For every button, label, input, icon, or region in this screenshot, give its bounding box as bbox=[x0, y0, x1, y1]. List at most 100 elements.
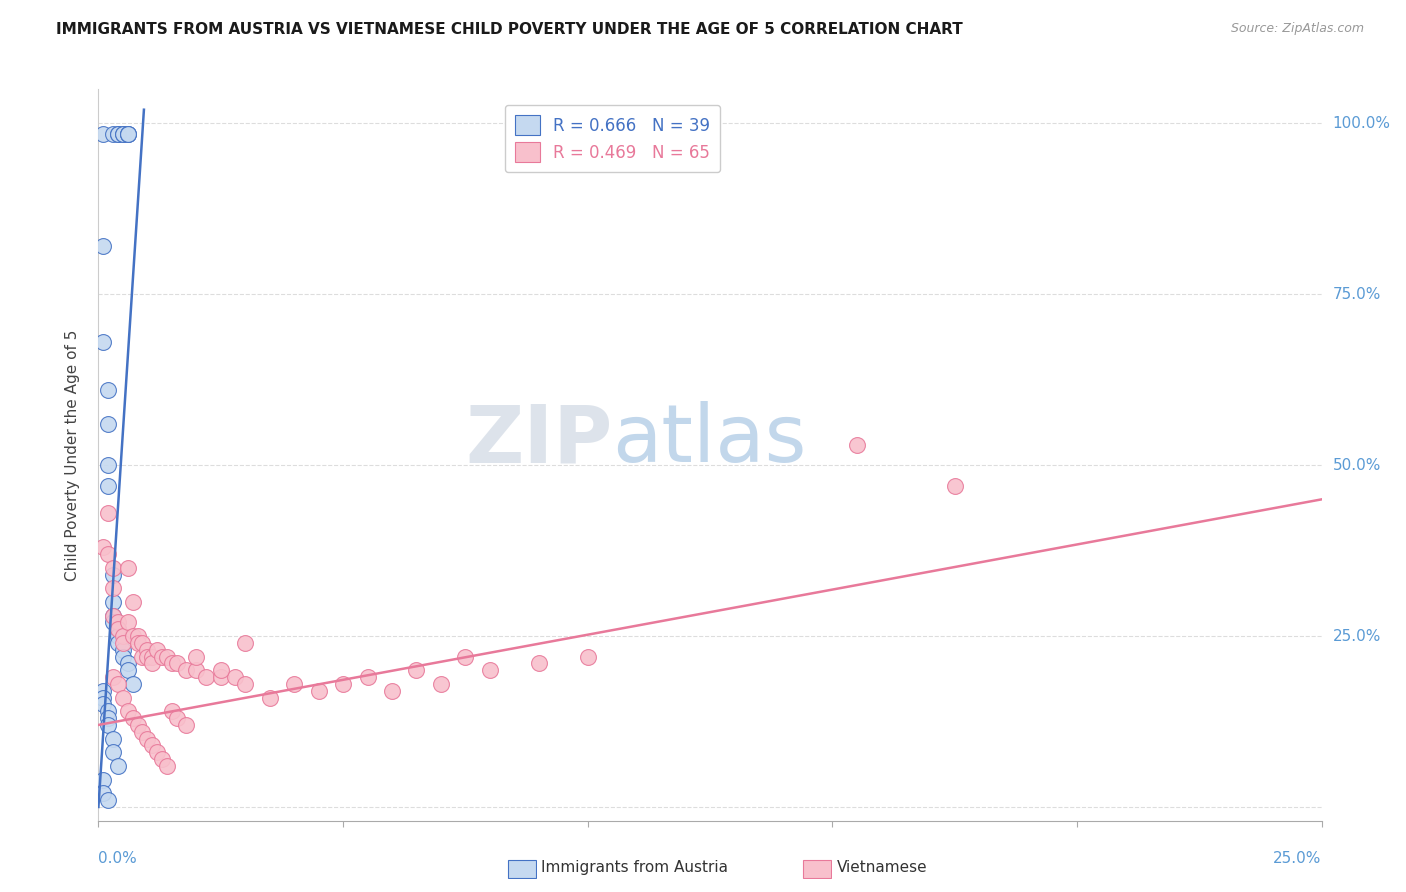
Point bbox=[91, 540, 114, 554]
Point bbox=[127, 636, 149, 650]
Point bbox=[107, 636, 129, 650]
Point bbox=[107, 127, 129, 141]
Point bbox=[107, 622, 129, 636]
Point bbox=[527, 657, 550, 671]
Text: atlas: atlas bbox=[612, 401, 807, 479]
Point bbox=[97, 547, 120, 561]
Point bbox=[101, 608, 124, 623]
Point bbox=[141, 649, 163, 664]
Point bbox=[107, 615, 129, 630]
Point bbox=[136, 642, 159, 657]
Point bbox=[160, 657, 183, 671]
Point bbox=[97, 506, 120, 520]
Point bbox=[91, 690, 114, 705]
Point bbox=[101, 670, 124, 684]
Point bbox=[101, 581, 124, 595]
Point bbox=[91, 786, 114, 800]
Point bbox=[117, 560, 139, 574]
Point bbox=[117, 127, 139, 141]
Point bbox=[121, 711, 143, 725]
Text: Source: ZipAtlas.com: Source: ZipAtlas.com bbox=[1230, 22, 1364, 36]
Point bbox=[430, 677, 453, 691]
Point bbox=[101, 745, 124, 759]
Point bbox=[150, 752, 173, 766]
Point bbox=[117, 127, 139, 141]
Point bbox=[233, 677, 256, 691]
Point bbox=[117, 704, 139, 718]
Point bbox=[97, 704, 120, 718]
Point bbox=[111, 127, 134, 141]
Point bbox=[97, 417, 120, 432]
Text: IMMIGRANTS FROM AUSTRIA VS VIETNAMESE CHILD POVERTY UNDER THE AGE OF 5 CORRELATI: IMMIGRANTS FROM AUSTRIA VS VIETNAMESE CH… bbox=[56, 22, 963, 37]
Point bbox=[101, 560, 124, 574]
Point bbox=[332, 677, 354, 691]
Y-axis label: Child Poverty Under the Age of 5: Child Poverty Under the Age of 5 bbox=[65, 329, 80, 581]
Point bbox=[209, 670, 232, 684]
Point bbox=[121, 677, 143, 691]
Point bbox=[111, 642, 134, 657]
Point bbox=[131, 724, 153, 739]
Point bbox=[308, 683, 330, 698]
Point bbox=[233, 636, 256, 650]
Point bbox=[845, 438, 868, 452]
Point bbox=[97, 718, 120, 732]
Point bbox=[117, 615, 139, 630]
FancyBboxPatch shape bbox=[803, 860, 831, 878]
Point bbox=[454, 649, 477, 664]
Point bbox=[141, 657, 163, 671]
Point bbox=[107, 677, 129, 691]
Point bbox=[111, 636, 134, 650]
Point bbox=[186, 663, 208, 677]
Point bbox=[111, 127, 134, 141]
Point bbox=[97, 383, 120, 397]
Text: 25.0%: 25.0% bbox=[1333, 629, 1381, 643]
Point bbox=[127, 718, 149, 732]
Text: 25.0%: 25.0% bbox=[1274, 851, 1322, 866]
Point bbox=[127, 629, 149, 643]
Point bbox=[101, 595, 124, 609]
Point bbox=[160, 704, 183, 718]
Text: 100.0%: 100.0% bbox=[1333, 116, 1391, 131]
Point bbox=[101, 615, 124, 630]
Point bbox=[131, 636, 153, 650]
Point bbox=[111, 690, 134, 705]
Point bbox=[576, 649, 599, 664]
Point bbox=[136, 649, 159, 664]
Point bbox=[146, 642, 169, 657]
Point bbox=[381, 683, 404, 698]
Point bbox=[224, 670, 246, 684]
Point bbox=[141, 739, 163, 753]
Point bbox=[91, 772, 114, 787]
Point bbox=[136, 731, 159, 746]
Point bbox=[166, 711, 188, 725]
Point bbox=[150, 649, 173, 664]
Point bbox=[117, 663, 139, 677]
Point bbox=[91, 239, 114, 253]
Text: Vietnamese: Vietnamese bbox=[837, 861, 927, 875]
Point bbox=[259, 690, 281, 705]
Point bbox=[97, 478, 120, 492]
Point bbox=[91, 683, 114, 698]
Point bbox=[107, 622, 129, 636]
Point bbox=[176, 663, 198, 677]
Point bbox=[111, 649, 134, 664]
Point bbox=[943, 478, 966, 492]
Point bbox=[91, 127, 114, 141]
Point bbox=[91, 698, 114, 712]
Point bbox=[121, 595, 143, 609]
Point bbox=[176, 718, 198, 732]
Text: Immigrants from Austria: Immigrants from Austria bbox=[541, 861, 728, 875]
FancyBboxPatch shape bbox=[508, 860, 536, 878]
Point bbox=[117, 127, 139, 141]
Text: 0.0%: 0.0% bbox=[98, 851, 138, 866]
Text: 75.0%: 75.0% bbox=[1333, 286, 1381, 301]
Point bbox=[209, 663, 232, 677]
Point bbox=[146, 745, 169, 759]
Point bbox=[97, 711, 120, 725]
Text: 50.0%: 50.0% bbox=[1333, 458, 1381, 473]
Point bbox=[283, 677, 305, 691]
Legend: R = 0.666   N = 39, R = 0.469   N = 65: R = 0.666 N = 39, R = 0.469 N = 65 bbox=[505, 105, 720, 172]
Point bbox=[107, 759, 129, 773]
Point bbox=[117, 657, 139, 671]
Point bbox=[156, 759, 179, 773]
